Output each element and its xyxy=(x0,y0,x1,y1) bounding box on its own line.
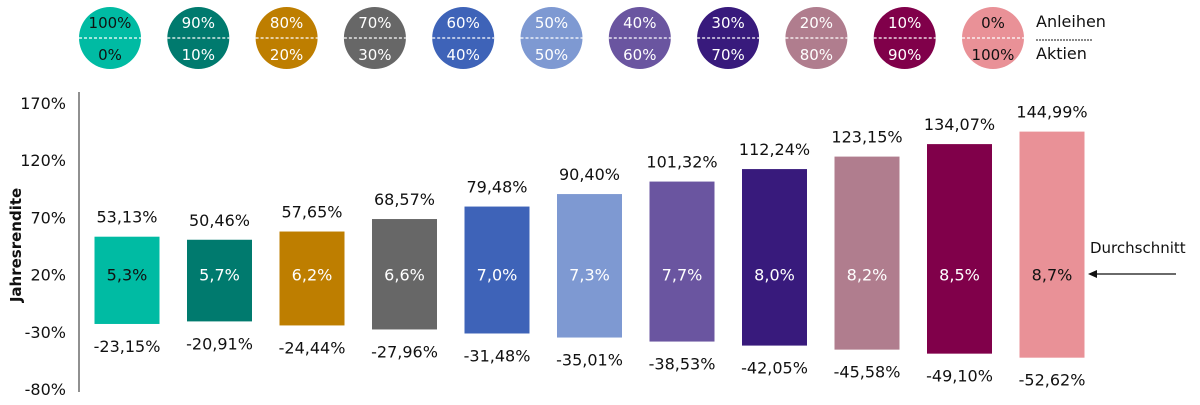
average-return-label: 6,6% xyxy=(384,266,425,285)
stocks-share-label: 80% xyxy=(800,46,833,64)
max-return-label: 53,13% xyxy=(96,208,157,227)
arrow-left-icon xyxy=(1088,270,1097,278)
stocks-share-label: 40% xyxy=(447,46,480,64)
min-return-label: -20,91% xyxy=(186,334,253,353)
y-axis-label: Jahresrendite xyxy=(7,188,25,303)
min-return-label: -49,10% xyxy=(926,367,993,386)
max-return-label: 112,24% xyxy=(739,140,810,159)
max-return-label: 144,99% xyxy=(1016,103,1087,122)
stocks-share-label: 60% xyxy=(623,46,656,64)
range-bar xyxy=(372,219,437,330)
stocks-share-label: 20% xyxy=(270,46,303,64)
average-annotation-label: Durchschnitt xyxy=(1090,239,1186,257)
average-return-label: 7,7% xyxy=(662,266,703,285)
bonds-share-label: 100% xyxy=(89,14,132,32)
stocks-share-label: 10% xyxy=(182,46,215,64)
stocks-share-label: 30% xyxy=(358,46,391,64)
bonds-share-label: 30% xyxy=(711,14,744,32)
min-return-label: -45,58% xyxy=(834,363,901,382)
stocks-share-label: 90% xyxy=(888,46,921,64)
max-return-label: 68,57% xyxy=(374,190,435,209)
bonds-share-label: 40% xyxy=(623,14,656,32)
average-return-label: 5,7% xyxy=(199,266,240,285)
range-bar xyxy=(557,194,622,338)
stocks-share-label: 50% xyxy=(535,46,568,64)
stocks-share-label: 0% xyxy=(98,46,122,64)
average-return-label: 7,3% xyxy=(569,266,610,285)
max-return-label: 90,40% xyxy=(559,165,620,184)
range-bar xyxy=(464,206,530,334)
legend-bonds-label: Anleihen xyxy=(1036,12,1106,31)
min-return-label: -27,96% xyxy=(371,342,438,361)
bonds-share-label: 20% xyxy=(800,14,833,32)
max-return-label: 57,65% xyxy=(281,203,342,222)
y-tick-label: 20% xyxy=(30,266,66,285)
y-tick-label: -30% xyxy=(25,323,66,342)
bonds-share-label: 50% xyxy=(535,14,568,32)
average-return-label: 7,0% xyxy=(477,266,518,285)
bonds-share-label: 60% xyxy=(447,14,480,32)
min-return-label: -24,44% xyxy=(279,338,346,357)
average-return-label: 8,2% xyxy=(847,266,888,285)
range-bar xyxy=(94,236,160,324)
min-return-label: -38,53% xyxy=(649,355,716,374)
min-return-label: -31,48% xyxy=(464,346,531,365)
average-return-label: 5,3% xyxy=(107,266,148,285)
stocks-share-label: 70% xyxy=(711,46,744,64)
y-tick-label: 70% xyxy=(30,208,66,227)
y-tick-label: 170% xyxy=(20,94,66,113)
bonds-share-label: 70% xyxy=(358,14,391,32)
bonds-share-label: 10% xyxy=(888,14,921,32)
average-return-label: 6,2% xyxy=(292,266,333,285)
min-return-label: -35,01% xyxy=(556,351,623,370)
max-return-label: 79,48% xyxy=(466,178,527,197)
range-bar xyxy=(187,239,252,322)
max-return-label: 134,07% xyxy=(924,115,995,134)
bonds-share-label: 80% xyxy=(270,14,303,32)
bonds-share-label: 0% xyxy=(981,14,1005,32)
max-return-label: 123,15% xyxy=(831,128,902,147)
range-bar xyxy=(279,231,345,326)
range-bar xyxy=(927,144,992,354)
range-bar xyxy=(742,169,807,346)
average-return-label: 8,0% xyxy=(754,266,795,285)
range-bar xyxy=(834,156,900,350)
max-return-label: 50,46% xyxy=(189,211,250,230)
max-return-label: 101,32% xyxy=(646,153,717,172)
average-return-label: 8,5% xyxy=(939,266,980,285)
range-bar xyxy=(1019,131,1085,358)
min-return-label: -52,62% xyxy=(1019,371,1086,390)
y-tick-label: 120% xyxy=(20,151,66,170)
bonds-share-label: 90% xyxy=(182,14,215,32)
range-bar xyxy=(649,181,715,342)
min-return-label: -23,15% xyxy=(94,337,161,356)
stocks-share-label: 100% xyxy=(972,46,1015,64)
min-return-label: -42,05% xyxy=(741,359,808,378)
average-return-label: 8,7% xyxy=(1032,266,1073,285)
y-tick-label: -80% xyxy=(25,380,66,399)
legend-stocks-label: Aktien xyxy=(1036,44,1087,63)
